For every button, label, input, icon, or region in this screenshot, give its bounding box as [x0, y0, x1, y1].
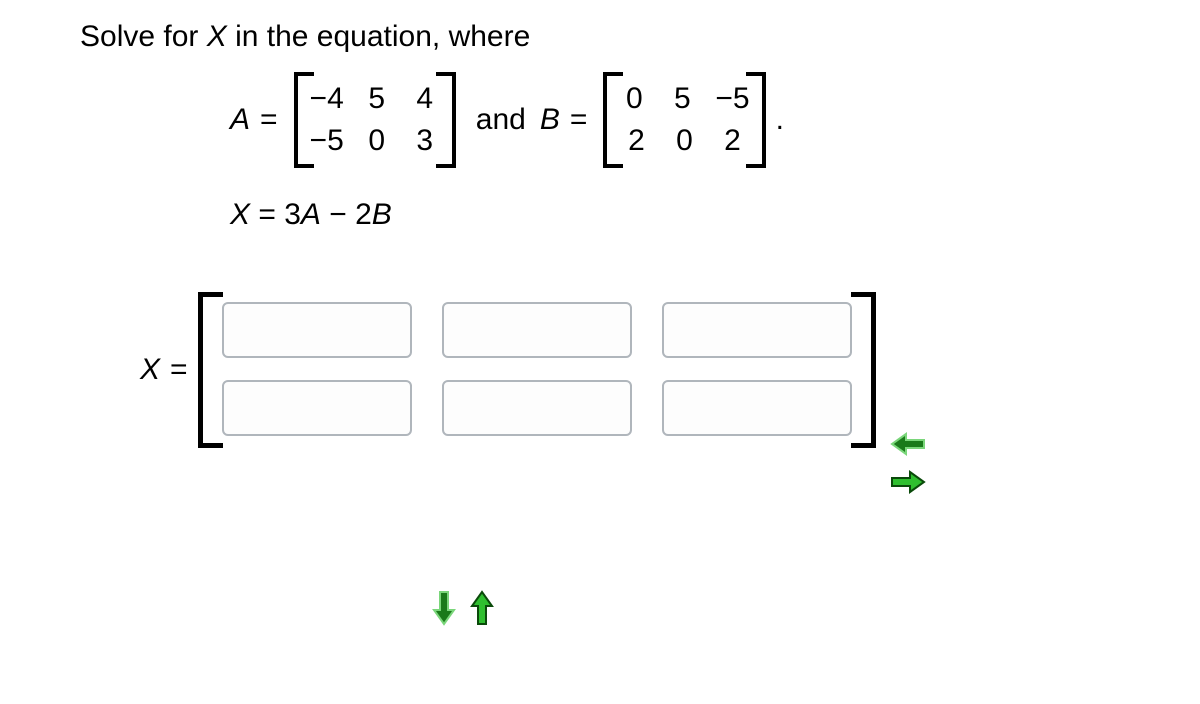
answer-cell-input[interactable] — [442, 380, 632, 436]
matrix-a-cell: −5 — [310, 120, 344, 162]
matrix-b-label: B — [540, 103, 560, 137]
arrow-up-icon — [468, 590, 496, 626]
prompt-var: X — [207, 20, 227, 53]
remove-row-button[interactable] — [430, 590, 458, 626]
add-row-button[interactable] — [468, 590, 496, 626]
answer-cell-input[interactable] — [662, 380, 852, 436]
answer-label: X — [140, 353, 160, 387]
matrix-b-cell: −5 — [715, 78, 749, 120]
prompt-prefix: Solve for — [80, 20, 207, 53]
answer-cell-input[interactable] — [222, 380, 412, 436]
answer-matrix — [198, 292, 876, 448]
and-text: and — [476, 103, 526, 137]
problem-prompt: Solve for X in the equation, where — [80, 20, 1120, 54]
arrow-right-icon — [890, 468, 926, 496]
matrix-b-cell: 0 — [619, 78, 649, 120]
matrix-a-cell: 5 — [362, 78, 392, 120]
matrix-b-cell: 2 — [717, 120, 747, 162]
add-col-button[interactable] — [890, 468, 926, 496]
matrix-b: 0 5 −5 2 0 2 — [603, 72, 765, 168]
answer-row: X = — [140, 292, 1120, 448]
matrix-a-label: A — [230, 103, 250, 137]
matrix-definition-line: A = −4 5 4 −5 0 3 and B = 0 5 −5 — [230, 72, 1120, 168]
period: . — [776, 103, 784, 137]
matrix-a-cell: −4 — [310, 78, 344, 120]
prompt-suffix: in the equation, where — [227, 20, 531, 53]
answer-cell-input[interactable] — [442, 302, 632, 358]
answer-cell-input[interactable] — [222, 302, 412, 358]
equals-sign: = — [258, 198, 284, 231]
matrix-b-cell: 2 — [621, 120, 651, 162]
answer-cell-input[interactable] — [662, 302, 852, 358]
arrow-down-icon — [430, 590, 458, 626]
matrix-b-cell: 0 — [669, 120, 699, 162]
matrix-b-cell: 5 — [667, 78, 697, 120]
expr-rhs: 3A − 2B — [284, 198, 392, 231]
matrix-a: −4 5 4 −5 0 3 — [294, 72, 456, 168]
remove-col-button[interactable] — [890, 430, 926, 458]
arrow-left-icon — [890, 430, 926, 458]
equation-x: X = 3A − 2B — [230, 198, 1120, 232]
equals-sign: = — [260, 103, 278, 137]
equals-sign: = — [170, 353, 188, 387]
expr-lhs: X — [230, 198, 250, 231]
equals-sign: = — [570, 103, 588, 137]
matrix-a-cell: 0 — [362, 120, 392, 162]
